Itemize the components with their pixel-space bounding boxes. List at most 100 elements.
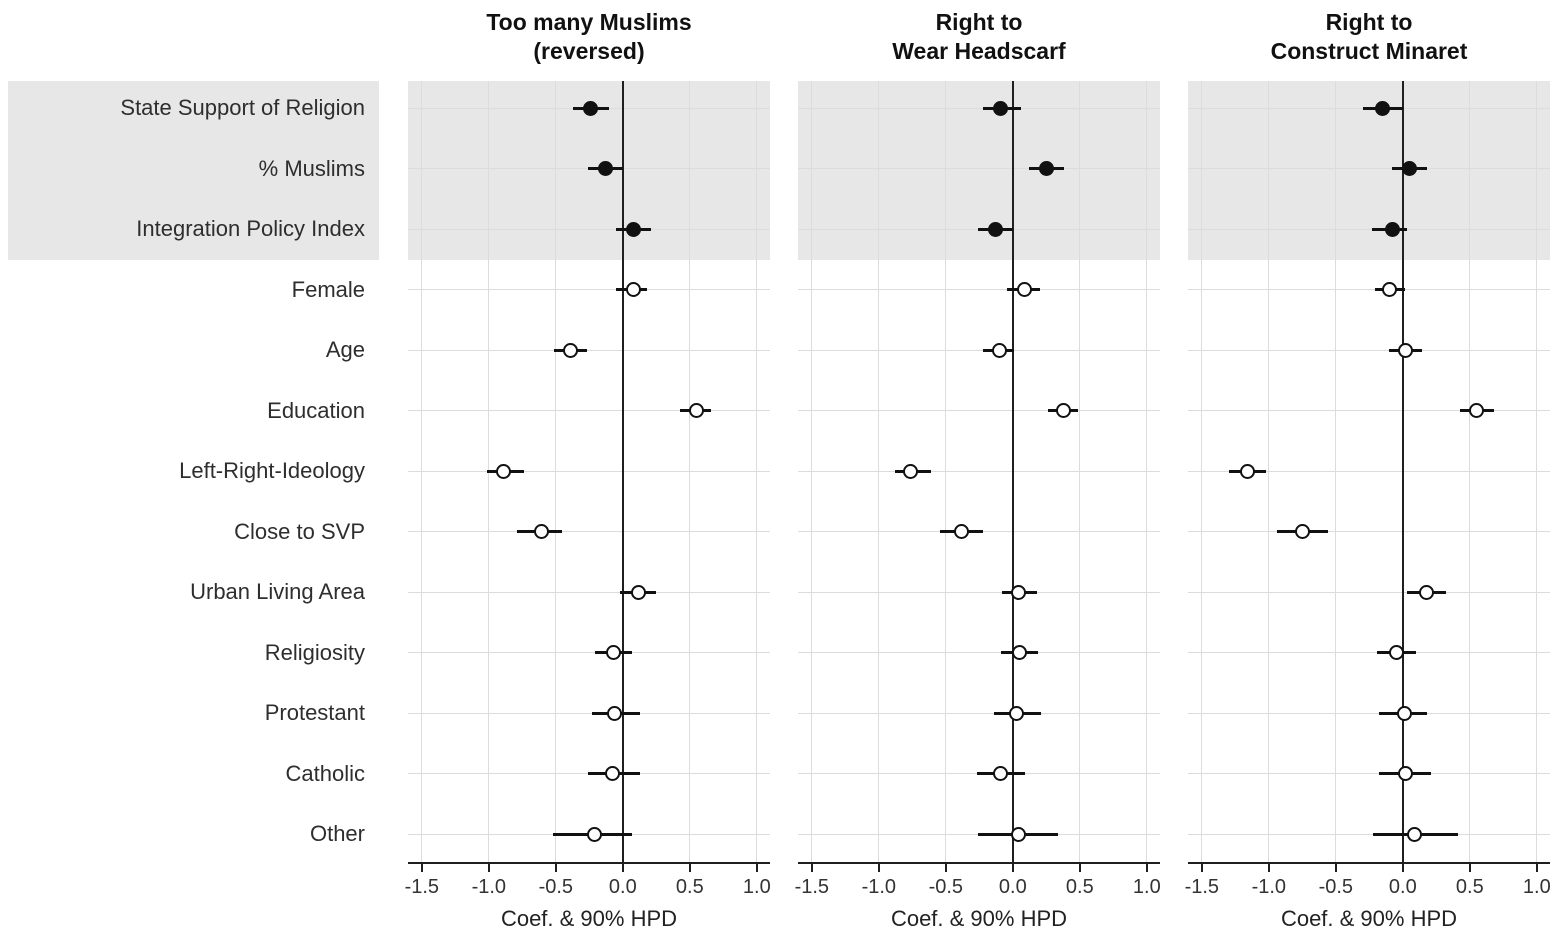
x-axis-tick xyxy=(1145,864,1148,872)
gridline-horizontal xyxy=(1188,833,1550,835)
x-axis-tick xyxy=(420,864,423,872)
panel-title-line2: Wear Headscarf xyxy=(892,38,1066,64)
x-axis-tick xyxy=(755,864,758,872)
gridline-horizontal xyxy=(408,289,770,290)
panel-title: Too many Muslims (reversed) xyxy=(408,8,770,66)
x-axis-title: Coef. & 90% HPD xyxy=(500,906,678,931)
x-axis-tick xyxy=(487,864,490,872)
x-axis-tick-label: 0.5 xyxy=(1065,876,1094,898)
estimate-dot-open xyxy=(604,766,620,781)
estimate-dot-open xyxy=(533,524,549,539)
x-axis-tick-label: -1.5 xyxy=(404,876,440,898)
panel-title-line2: Construct Minaret xyxy=(1270,38,1468,64)
gridline-vertical xyxy=(421,81,423,862)
gridline-vertical xyxy=(1146,81,1148,862)
x-axis-tick-label: -0.5 xyxy=(538,876,574,898)
gridline-horizontal xyxy=(1188,470,1550,472)
panel-title-line2: (reversed) xyxy=(533,38,645,64)
x-axis-line xyxy=(408,862,770,864)
panel-title-line1: Too many Muslims xyxy=(486,9,692,35)
gridline-horizontal xyxy=(1188,289,1550,290)
estimate-dot-open xyxy=(1419,584,1435,600)
estimate-dot-open xyxy=(1388,645,1404,660)
x-axis-tick xyxy=(1468,864,1471,872)
estimate-dot-filled xyxy=(583,100,599,116)
gridline-horizontal xyxy=(1188,349,1550,351)
x-axis-tick-label: 0.5 xyxy=(1455,876,1484,898)
estimate-dot-filled xyxy=(993,100,1009,116)
gridline-horizontal xyxy=(408,712,770,714)
gridline-vertical xyxy=(1079,81,1081,862)
estimate-dot-open xyxy=(1381,282,1397,297)
estimate-dot-open xyxy=(1396,705,1412,721)
x-axis-title: Coef. & 90% HPD xyxy=(1280,906,1458,931)
gridline-horizontal xyxy=(1188,652,1550,653)
x-axis-tick-label: 1.0 xyxy=(1132,876,1161,898)
estimate-dot-open xyxy=(1010,826,1026,842)
x-axis-tick xyxy=(621,864,624,872)
x-axis-tick xyxy=(1267,864,1270,872)
x-axis-tick xyxy=(1011,864,1014,872)
x-axis-tick-label: -0.5 xyxy=(928,876,964,898)
gridline-vertical xyxy=(555,81,557,862)
gridline-horizontal xyxy=(408,470,770,472)
estimate-dot-filled xyxy=(597,161,613,176)
x-axis-tick xyxy=(554,864,557,872)
estimate-dot-filled xyxy=(626,221,642,237)
x-axis-tick xyxy=(810,864,813,872)
gridline-horizontal xyxy=(798,712,1160,714)
estimate-dot-open xyxy=(607,705,623,721)
y-axis-label: Education xyxy=(267,397,365,423)
gridline-horizontal xyxy=(408,228,770,230)
shaded-band xyxy=(1188,81,1550,260)
gridline-horizontal xyxy=(798,410,1160,411)
gridline-horizontal xyxy=(798,349,1160,351)
y-axis-labels: State Support of Religion % Muslims Integr… xyxy=(0,0,365,952)
gridline-horizontal xyxy=(798,470,1160,472)
gridline-horizontal xyxy=(798,652,1160,653)
gridline-horizontal xyxy=(1188,410,1550,411)
y-axis-label: State Support of Religion xyxy=(120,95,365,120)
gridline-horizontal xyxy=(798,289,1160,290)
gridline-horizontal xyxy=(408,591,770,593)
gridline-horizontal xyxy=(798,168,1160,169)
gridline-horizontal xyxy=(1188,712,1550,714)
x-axis-tick xyxy=(1535,864,1538,872)
estimate-dot-filled xyxy=(1375,100,1391,116)
panel-title-line1: Right to xyxy=(1325,9,1413,35)
estimate-dot-open xyxy=(1239,463,1255,479)
gridline-vertical xyxy=(1536,81,1538,862)
y-axis-label: Left-Right-Ideology xyxy=(179,458,365,483)
x-axis-tick-label: 0.0 xyxy=(998,876,1027,898)
x-axis-tick-label: 0.0 xyxy=(1388,876,1417,898)
gridline-vertical xyxy=(1201,81,1203,862)
x-axis-tick xyxy=(1334,864,1337,872)
x-axis-tick xyxy=(944,864,947,872)
y-axis-label: Integration Policy Index xyxy=(136,216,365,241)
x-axis-tick-label: -1.5 xyxy=(1184,876,1220,898)
row-band-labels xyxy=(8,81,379,260)
gridline-horizontal xyxy=(798,107,1160,109)
y-axis-label: Protestant xyxy=(264,700,365,725)
estimate-dot-open xyxy=(689,403,704,418)
y-axis-label: Age xyxy=(325,337,365,362)
estimate-dot-open xyxy=(1056,403,1072,418)
panel-title: Right to Construct Minaret xyxy=(1188,8,1550,66)
estimate-dot-open xyxy=(1012,645,1027,660)
x-axis-tick xyxy=(877,864,880,872)
estimate-dot-open xyxy=(1407,826,1423,842)
panel-right-to-wear-headscarf: Right to Wear Headscarf -1.5 -1.0 -0.5 0.0 0… xyxy=(795,0,1161,952)
x-axis-tick-label: -1.0 xyxy=(861,876,897,898)
estimate-dot-filled xyxy=(987,221,1003,237)
y-axis-label: Religiosity xyxy=(264,639,365,665)
gridline-horizontal xyxy=(408,349,770,351)
gridline-vertical xyxy=(1268,81,1270,862)
x-axis-tick-label: -1.5 xyxy=(794,876,830,898)
gridline-horizontal xyxy=(1188,531,1550,532)
estimate-dot-open xyxy=(626,282,642,297)
estimate-dot-open xyxy=(631,584,647,600)
x-axis-tick xyxy=(1200,864,1203,872)
gridline-vertical xyxy=(1469,81,1471,862)
estimate-dot-open xyxy=(1397,342,1413,358)
